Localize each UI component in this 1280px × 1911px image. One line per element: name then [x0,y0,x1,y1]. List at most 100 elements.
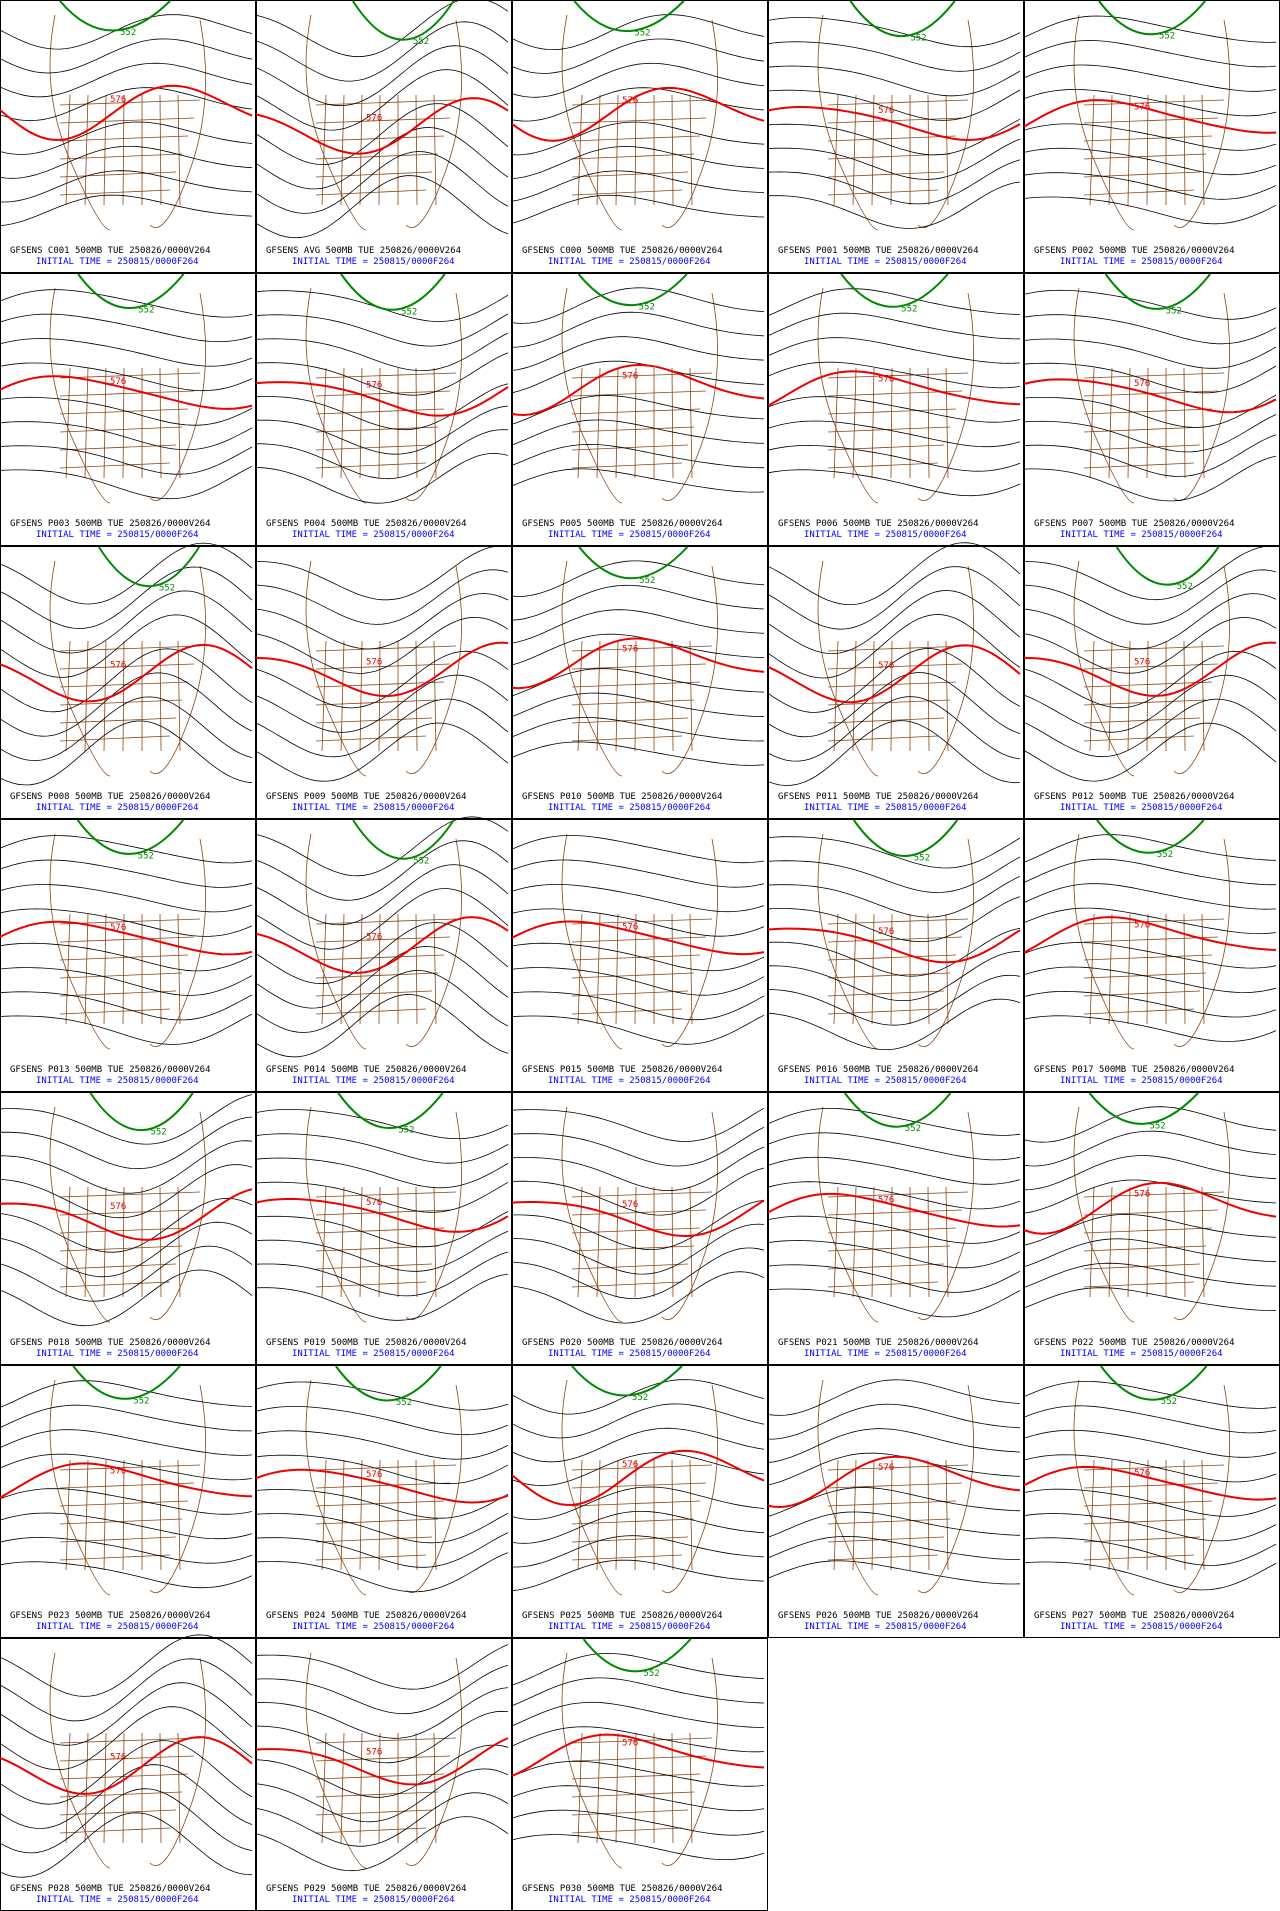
border-line [59,1263,177,1270]
initial-time: INITIAL TIME = 250815/0000F264 [804,803,967,813]
coastline [49,1106,207,1323]
height-contour [511,14,765,51]
border-line [59,972,183,979]
border-line [1108,1186,1113,1298]
border-line [596,367,601,479]
contour-576 [1023,99,1277,134]
border-line [927,367,930,479]
contour-label: 552 [1149,1121,1165,1131]
height-contour [1023,617,1277,674]
border-line [1201,94,1205,206]
height-contour [0,1740,253,1805]
height-contour [511,859,765,888]
panel-title: GFSENS P019 500MB TUE 250826/0000V264 [266,1338,466,1348]
contour-label: 576 [366,657,382,667]
panel-title: GFSENS P015 500MB TUE 250826/0000V264 [522,1065,722,1075]
height-contour [1023,434,1277,477]
contour-label: 552 [639,303,655,313]
border-line [340,913,345,1025]
map-panel: 576 552 GFSENS P017 500MB TUE 250826/0000V… [1023,819,1280,1092]
border-line [571,189,683,196]
height-contour [255,888,509,950]
height-contour [767,1288,1021,1318]
height-contour [255,722,509,782]
border-line [671,1186,674,1298]
border-line [84,1186,89,1298]
initial-time: INITIAL TIME = 250815/0000F264 [548,1076,711,1086]
border-line [59,1773,189,1780]
border-line [827,444,945,451]
height-contour [767,1487,1021,1517]
border-line [359,1186,363,1298]
height-contour [511,1701,764,1728]
contour-label: 576 [878,106,894,116]
height-contour [511,668,765,697]
contour-label: 576 [366,1470,382,1480]
border-line [59,1500,189,1507]
border-line [433,1732,437,1844]
contour-552 [843,1092,952,1128]
border-line [1083,135,1213,142]
height-contour [767,1240,1021,1269]
initial-time: INITIAL TIME = 250815/0000F264 [804,1622,967,1632]
border-line [315,1536,433,1543]
border-line [596,913,601,1025]
height-contour [255,816,509,877]
border-line [122,640,125,752]
land-borders [305,287,463,504]
panel-frame [1024,546,1280,819]
height-contour [767,1452,1021,1486]
border-line [1083,372,1225,379]
border-line [378,1459,381,1571]
border-line [59,1827,171,1834]
border-line [577,94,583,206]
border-line [359,640,363,752]
panel-title: GFSENS P010 500MB TUE 250826/0000V264 [522,792,722,802]
contour-576 [1023,641,1277,697]
border-line [827,117,963,124]
initial-time: INITIAL TIME = 250815/0000F264 [1060,257,1223,267]
coastline [305,833,463,1050]
coastline [305,1379,463,1596]
border-line [571,936,707,943]
height-contour [767,875,1021,918]
height-contour [767,1156,1021,1185]
height-contour [255,593,509,650]
height-contour [0,1164,253,1219]
height-contour [767,1132,1021,1161]
land-borders [49,1652,207,1869]
height-contour [1023,1561,1277,1591]
height-contour [0,566,253,629]
border-line [571,663,707,670]
border-line [827,735,939,742]
contour-label: 576 [110,1467,126,1477]
initial-time: INITIAL TIME = 250815/0000F264 [548,803,711,813]
height-contour [0,648,253,713]
height-contour [767,566,1021,630]
border-line [1108,1459,1113,1571]
border-line [571,1464,713,1471]
panel-title: GFSENS P023 500MB TUE 250826/0000V264 [10,1611,210,1621]
contour-552 [77,273,185,309]
border-line [827,936,963,943]
border-line [59,1008,171,1015]
height-contour [511,609,765,644]
border-line [59,1554,171,1561]
panel-frame [0,1365,256,1638]
height-contour [0,835,253,864]
height-contour [0,884,253,913]
border-line [571,1536,689,1543]
border-line [315,717,433,724]
coastline [561,560,719,777]
height-contour [0,942,253,972]
contour-label: 552 [1157,850,1173,860]
border-line [1127,913,1131,1025]
panel-frame [256,0,512,273]
panel-title: GFSENS P002 500MB TUE 250826/0000V264 [1034,246,1234,256]
height-contour [767,542,1021,605]
border-line [315,1464,457,1471]
border-line [177,1186,181,1298]
contour-576 [767,927,1021,964]
border-line [1083,1281,1195,1288]
contour-label: 576 [878,661,894,671]
